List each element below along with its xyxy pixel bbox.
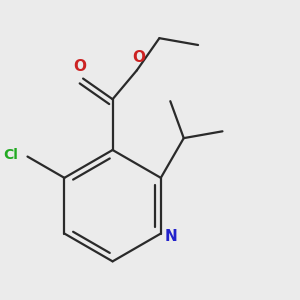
Text: O: O bbox=[73, 58, 86, 74]
Text: N: N bbox=[164, 229, 177, 244]
Text: O: O bbox=[132, 50, 145, 65]
Text: Cl: Cl bbox=[3, 148, 18, 162]
